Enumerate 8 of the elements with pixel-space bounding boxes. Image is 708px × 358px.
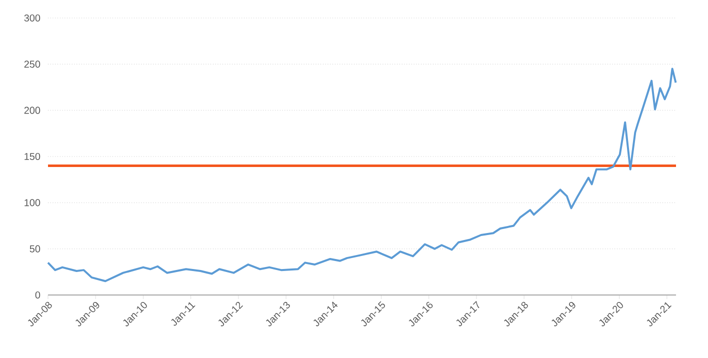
y-tick-label: 100 <box>24 199 40 206</box>
y-tick-label: 150 <box>24 152 40 160</box>
y-tick-label: 250 <box>24 60 40 68</box>
line-series <box>47 68 677 282</box>
y-tick-label: 0 <box>35 291 40 299</box>
y-tick-label: 300 <box>24 14 40 22</box>
y-tick-label: 200 <box>24 106 40 114</box>
y-tick-label: 50 <box>30 245 40 252</box>
